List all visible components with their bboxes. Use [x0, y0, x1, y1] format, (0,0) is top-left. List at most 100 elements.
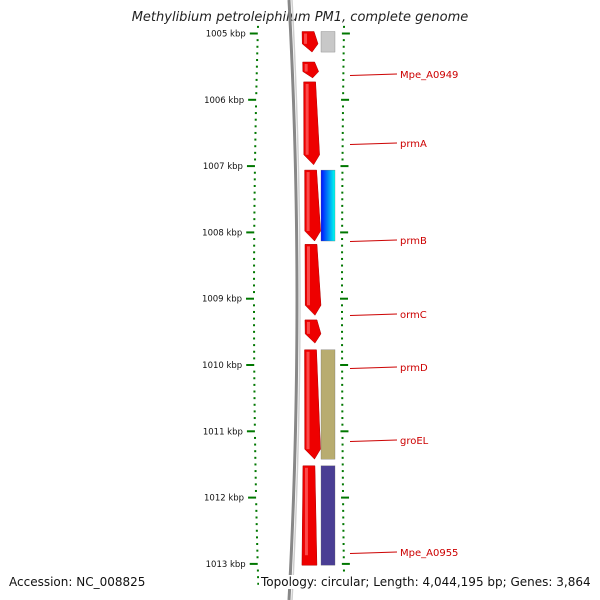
minor-tick-left [254, 145, 257, 148]
gene-arrow-shine [305, 83, 309, 155]
minor-tick-right [341, 105, 344, 108]
minor-tick-left [254, 443, 257, 446]
minor-tick-right [342, 543, 345, 546]
minor-tick-left [254, 125, 257, 128]
minor-tick-left [256, 569, 259, 572]
minor-tick-right [342, 516, 345, 519]
gene-label: prmB [400, 236, 427, 247]
minor-tick-right [341, 184, 344, 187]
protein-track-olive [320, 349, 336, 460]
accession-text: Accession: NC_008825 [7, 575, 148, 589]
genome-backbone-highlight [291, 0, 301, 600]
minor-tick-right [342, 556, 345, 559]
minor-tick-right [341, 337, 344, 340]
gene-label: ormC [400, 310, 427, 321]
minor-tick-right [341, 317, 344, 320]
minor-tick-left [253, 184, 256, 187]
tick-label: 1008 kbp [202, 228, 242, 238]
minor-tick-right [341, 483, 344, 486]
major-tick-left [246, 165, 255, 168]
minor-tick-right [341, 112, 344, 115]
minor-tick-left [257, 576, 260, 579]
minor-tick-right [342, 503, 345, 506]
minor-tick-left [255, 529, 258, 532]
minor-tick-right [341, 151, 344, 154]
tick-label: 1009 kbp [202, 295, 242, 305]
gene-arrow-shine [306, 246, 310, 306]
minor-tick-right [342, 59, 345, 62]
minor-tick-right [341, 211, 344, 214]
minor-tick-right [342, 92, 345, 95]
minor-tick-right [341, 423, 344, 426]
minor-tick-left [253, 211, 256, 214]
minor-tick-right [342, 65, 345, 68]
minor-tick-right [342, 569, 345, 572]
minor-tick-right [341, 310, 344, 313]
major-tick-right [340, 297, 349, 300]
minor-tick-right [342, 85, 345, 88]
minor-tick-left [256, 25, 259, 28]
gene-label-leader [349, 439, 398, 442]
major-tick-left [246, 364, 255, 366]
minor-tick-right [341, 324, 344, 327]
minor-tick-right [342, 536, 345, 539]
tick-layer: 1005 kbp 1006 kbp 1007 kbp 1008 kbp 1009 kbp… [202, 25, 350, 585]
minor-tick-right [341, 158, 344, 161]
minor-tick-left [256, 39, 259, 42]
gene-arrow [301, 465, 318, 566]
minor-tick-left [256, 536, 259, 539]
major-tick-left [248, 496, 257, 499]
minor-tick-left [253, 357, 256, 360]
backbone-layer [287, 0, 301, 600]
minor-tick-right [341, 450, 344, 453]
minor-tick-left [254, 105, 257, 108]
minor-tick-left [253, 264, 256, 267]
major-tick-left [248, 98, 257, 101]
major-tick-left [249, 562, 258, 565]
minor-tick-right [341, 304, 344, 307]
minor-tick-right [341, 403, 344, 406]
minor-tick-right [341, 397, 344, 400]
gene-arrow-shine [304, 33, 308, 44]
gene-label: Mpe_A0949 [400, 70, 458, 81]
minor-tick-right [341, 125, 344, 128]
minor-tick-right [341, 357, 344, 360]
minor-tick-right [341, 377, 344, 380]
major-tick-left [249, 32, 258, 35]
gene-label-leader [349, 313, 398, 316]
minor-tick-left [253, 317, 256, 320]
minor-tick-left [256, 59, 259, 62]
minor-tick-left [255, 503, 258, 506]
gene-label: groEL [400, 436, 429, 447]
minor-tick-left [254, 138, 257, 141]
minor-tick-right [341, 284, 344, 287]
minor-tick-left [253, 204, 256, 207]
minor-tick-left [253, 417, 256, 420]
gene-arrow-shine [304, 64, 308, 72]
protein-track-purple [320, 465, 336, 566]
minor-tick-right [341, 291, 344, 294]
major-tick-right [340, 430, 349, 433]
minor-tick-right [341, 476, 344, 479]
minor-tick-right [341, 350, 344, 353]
minor-tick-right [341, 204, 344, 207]
protein-track-grey [320, 31, 336, 53]
major-tick-left [246, 297, 255, 300]
minor-tick-left [254, 131, 257, 134]
minor-tick-left [256, 52, 259, 55]
minor-tick-left [254, 476, 257, 479]
minor-tick-right [341, 145, 344, 148]
minor-tick-right [341, 456, 344, 459]
minor-tick-right [341, 251, 344, 254]
minor-tick-right [342, 52, 345, 55]
minor-tick-left [254, 456, 257, 459]
minor-tick-right [341, 443, 344, 446]
minor-tick-right [341, 131, 344, 134]
minor-tick-left [253, 370, 256, 373]
minor-tick-right [342, 509, 345, 512]
minor-tick-left [255, 65, 258, 68]
minor-tick-right [342, 529, 345, 532]
minor-tick-left [253, 423, 256, 426]
major-tick-right [341, 562, 350, 565]
